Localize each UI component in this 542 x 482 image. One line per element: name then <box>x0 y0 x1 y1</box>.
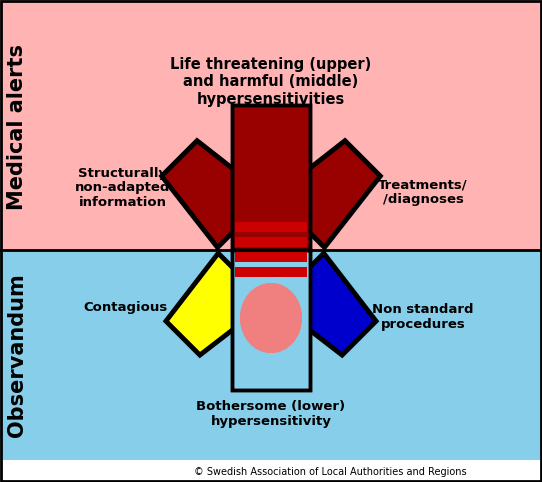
Text: Contagious: Contagious <box>84 302 168 314</box>
Ellipse shape <box>240 283 302 353</box>
Bar <box>232 250 310 390</box>
Bar <box>232 105 310 250</box>
Ellipse shape <box>240 283 302 353</box>
Text: Medical alerts: Medical alerts <box>7 44 27 210</box>
Polygon shape <box>274 253 376 355</box>
Bar <box>235 222 307 232</box>
Text: © Swedish Association of Local Authorities and Regions: © Swedish Association of Local Authoriti… <box>193 467 466 477</box>
Text: Life threatening (upper)
and harmful (middle)
hypersensitivities: Life threatening (upper) and harmful (mi… <box>170 57 372 107</box>
Polygon shape <box>162 141 268 247</box>
Bar <box>235 267 307 277</box>
Polygon shape <box>274 141 380 247</box>
Text: Observandum: Observandum <box>7 273 27 437</box>
Bar <box>235 222 307 232</box>
Bar <box>235 267 307 277</box>
Text: Structurally
non-adapted
information: Structurally non-adapted information <box>75 166 171 210</box>
Bar <box>0 0 542 250</box>
Bar <box>232 250 310 390</box>
Text: Non standard
procedures: Non standard procedures <box>372 303 474 331</box>
Bar <box>232 105 310 250</box>
Polygon shape <box>166 253 268 355</box>
Bar <box>0 460 542 482</box>
Text: Bothersome (lower)
hypersensitivity: Bothersome (lower) hypersensitivity <box>196 400 346 428</box>
Bar <box>235 252 307 262</box>
Text: Treatments/
/diagnoses: Treatments/ /diagnoses <box>378 178 468 206</box>
Bar <box>235 237 307 247</box>
Bar <box>235 237 307 247</box>
Bar <box>0 250 542 460</box>
Bar <box>235 252 307 262</box>
